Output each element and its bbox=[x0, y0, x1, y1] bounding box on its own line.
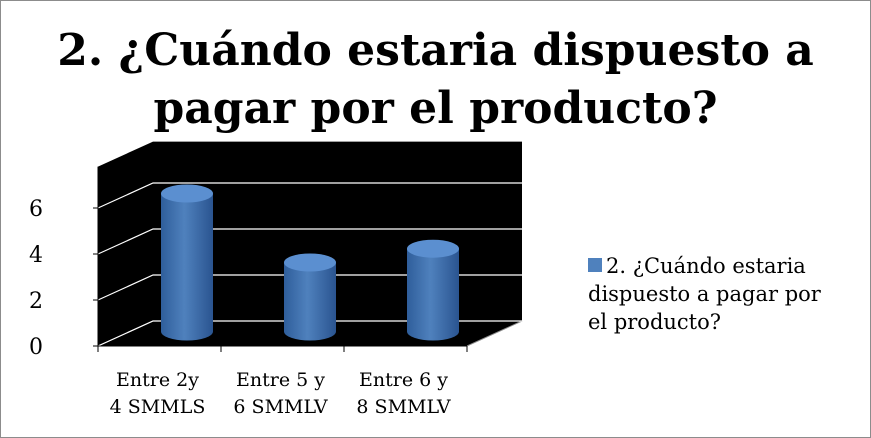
gridline bbox=[97, 320, 522, 347]
chart-gridlines bbox=[97, 182, 522, 347]
gridline bbox=[97, 182, 522, 209]
x-category-labels: Entre 2y 4 SMMLS Entre 5 y 6 SMMLV Entre 6 y… bbox=[110, 369, 451, 418]
y-tick-label: 0 bbox=[29, 335, 43, 360]
x-category-label: Entre 5 y bbox=[236, 369, 325, 391]
bar-top bbox=[407, 239, 459, 258]
bar bbox=[284, 253, 336, 341]
x-category-label: 4 SMMLS bbox=[110, 396, 206, 418]
bar bbox=[161, 184, 213, 341]
x-category-label: 8 SMMLV bbox=[356, 396, 450, 418]
x-category-label: Entre 6 y bbox=[359, 369, 448, 391]
legend: 2. ¿Cuándo estaria dispuesto a pagar por… bbox=[588, 252, 838, 336]
gridline bbox=[97, 274, 522, 301]
legend-swatch bbox=[588, 258, 602, 272]
y-tick-labels: 0 2 4 6 bbox=[29, 197, 43, 360]
chart-title-line-1: 2. ¿Cuándo estaria dispuesto a bbox=[57, 25, 814, 76]
chart-title-line-2: pagar por el producto? bbox=[153, 83, 718, 134]
bar bbox=[407, 239, 459, 341]
side-wall bbox=[98, 141, 153, 346]
chart-title: 2. ¿Cuándo estaria dispuesto a pagar por… bbox=[0, 22, 871, 138]
x-category-label: Entre 2y bbox=[116, 369, 199, 391]
bar-top bbox=[161, 184, 213, 203]
legend-label-line-1: 2. ¿Cuándo estaria bbox=[606, 254, 806, 278]
x-category-label: 6 SMMLV bbox=[233, 396, 327, 418]
y-tick-label: 6 bbox=[29, 197, 43, 222]
bar-body bbox=[161, 193, 213, 341]
legend-label-line-3: el producto? bbox=[588, 310, 722, 334]
legend-entry: 2. ¿Cuándo estaria bbox=[588, 252, 838, 280]
chart-bars bbox=[161, 184, 459, 341]
gridline bbox=[97, 228, 522, 255]
chart-axes bbox=[93, 166, 468, 352]
bar-body bbox=[284, 262, 336, 341]
bar-top bbox=[284, 253, 336, 272]
y-tick-label: 4 bbox=[29, 243, 43, 268]
legend-label-line-2: dispuesto a pagar por bbox=[588, 282, 821, 306]
bar-body bbox=[407, 248, 459, 341]
y-tick-label: 2 bbox=[29, 289, 43, 314]
